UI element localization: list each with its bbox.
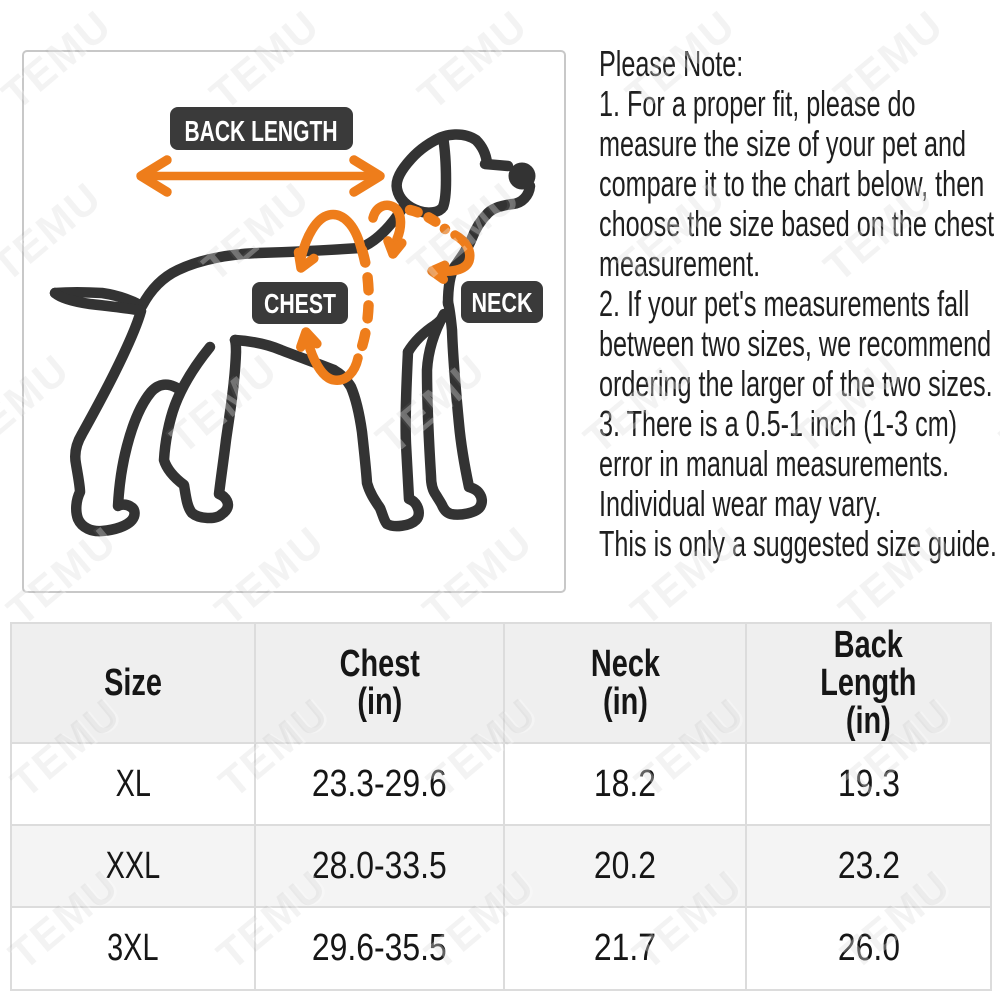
svg-text:NECK: NECK bbox=[472, 287, 533, 318]
svg-text:BACK LENGTH: BACK LENGTH bbox=[185, 116, 338, 148]
svg-text:CHEST: CHEST bbox=[264, 288, 336, 319]
